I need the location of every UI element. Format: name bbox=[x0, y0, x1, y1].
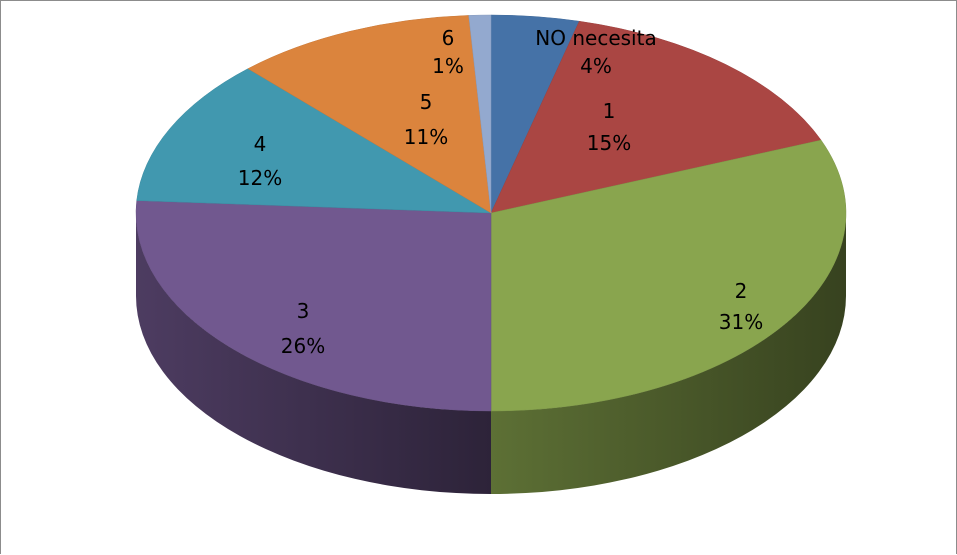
pie-slice-3 bbox=[135, 200, 492, 412]
slice-label-name-3: 3 bbox=[297, 299, 310, 323]
pie-slice-4 bbox=[136, 68, 492, 214]
slice-label-percent-5: 11% bbox=[404, 125, 448, 149]
pie-tops bbox=[135, 14, 847, 412]
slice-label-percent-3: 26% bbox=[281, 334, 325, 358]
pie-sides bbox=[136, 213, 846, 494]
slice-label-name-6: 6 bbox=[442, 26, 455, 50]
slice-label-name-4: 4 bbox=[254, 132, 267, 156]
slice-label-percent-2: 31% bbox=[719, 310, 763, 334]
pie-labels: NO necesita 4% 1 15% 2 31% 3 26% 4 12% 5 11% 6 1% bbox=[238, 26, 763, 358]
pie-slice-1 bbox=[490, 20, 822, 214]
slice-label-percent-6: 1% bbox=[432, 54, 464, 78]
slice-label-name-1: 1 bbox=[603, 99, 616, 123]
slice-label-name-2: 2 bbox=[735, 279, 748, 303]
pie-side-3 bbox=[136, 213, 491, 494]
slice-label-name-5: 5 bbox=[420, 90, 433, 114]
slice-label-percent-1: 15% bbox=[587, 131, 631, 155]
slice-label-percent-4: 12% bbox=[238, 166, 282, 190]
pie-side-2 bbox=[491, 213, 846, 494]
slice-label-name-0: NO necesita bbox=[535, 26, 656, 50]
slice-label-percent-0: 4% bbox=[580, 54, 612, 78]
pie-slice-2 bbox=[490, 139, 847, 412]
pie-slice-6 bbox=[468, 14, 492, 214]
pie-slice-5 bbox=[247, 15, 492, 214]
